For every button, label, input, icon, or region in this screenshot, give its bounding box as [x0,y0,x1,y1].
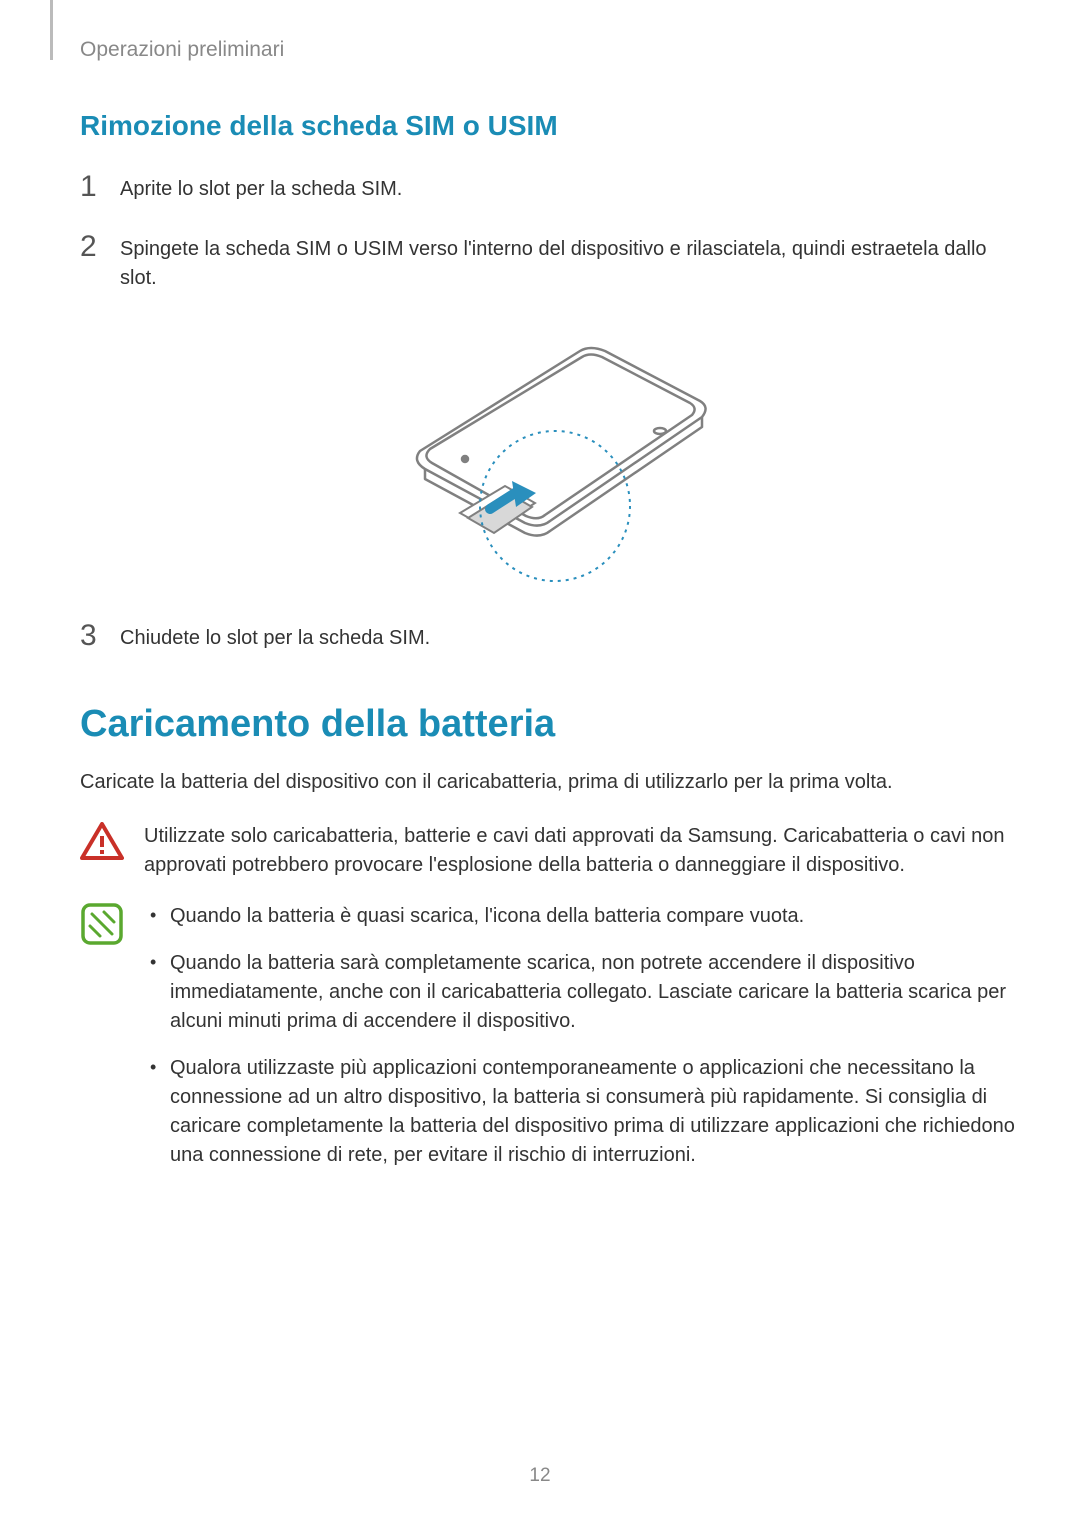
step-text: Chiudete lo slot per la scheda SIM. [120,621,430,653]
step-text: Aprite lo slot per la scheda SIM. [120,172,402,204]
warning-icon [80,822,124,867]
step-number: 2 [80,232,120,262]
step-3: 3 Chiudete lo slot per la scheda SIM. [80,621,1020,653]
step-number: 3 [80,621,120,651]
warning-text: Utilizzate solo caricabatteria, batterie… [144,822,1020,880]
step-1: 1 Aprite lo slot per la scheda SIM. [80,172,1020,204]
warning-callout: Utilizzate solo caricabatteria, batterie… [80,822,1020,880]
step-text: Spingete la scheda SIM o USIM verso l'in… [120,232,1020,293]
note-bullet: Quando la batteria è quasi scarica, l'ic… [144,902,1020,931]
main-heading: Caricamento della batteria [80,703,1020,746]
note-bullet: Quando la batteria sarà completamente sc… [144,949,1020,1036]
device-illustration [80,321,1020,591]
side-rule [50,0,53,60]
subheading: Rimozione della scheda SIM o USIM [80,110,1020,142]
note-callout: Quando la batteria è quasi scarica, l'ic… [80,902,1020,1188]
section-header: Operazioni preliminari [80,38,284,62]
page-content: Rimozione della scheda SIM o USIM 1 Apri… [80,110,1020,1210]
step-number: 1 [80,172,120,202]
note-list: Quando la batteria è quasi scarica, l'ic… [144,902,1020,1188]
note-bullet: Qualora utilizzaste più applicazioni con… [144,1054,1020,1170]
step-2: 2 Spingete la scheda SIM o USIM verso l'… [80,232,1020,293]
note-icon [80,902,124,951]
intro-text: Caricate la batteria del dispositivo con… [80,768,1020,797]
page-number: 12 [0,1465,1080,1487]
